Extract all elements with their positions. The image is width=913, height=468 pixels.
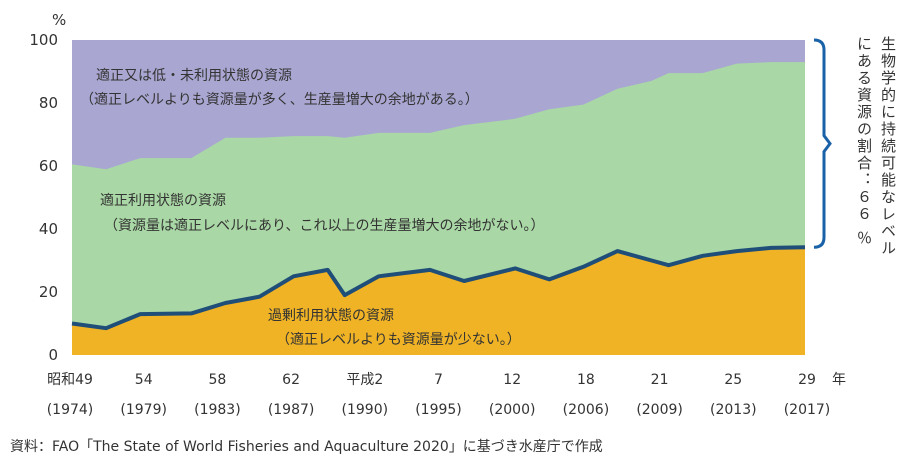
x-tick-year-label: (2009)	[636, 402, 683, 418]
source-note: 資料：FAO「The State of World Fisheries and …	[10, 439, 603, 455]
x-tick-year-label: (1974)	[47, 402, 94, 418]
y-tick-label: 0	[48, 346, 58, 364]
y-tick-label: 60	[39, 157, 58, 175]
x-tick-year-label: (1990)	[342, 402, 389, 418]
y-axis-unit: %	[52, 11, 66, 29]
y-tick-label: 100	[29, 31, 58, 49]
y-tick-label: 80	[39, 94, 58, 112]
overfished-boundary-line	[71, 245, 806, 331]
x-tick-label: 7	[434, 372, 443, 388]
y-tick-label: 20	[39, 283, 58, 301]
y-axis: % 0 20 40 60 80 100	[29, 11, 66, 364]
x-tick-year-label: (2006)	[563, 402, 610, 418]
x-tick-year-label: (2013)	[710, 402, 757, 418]
x-tick-year-label: (1987)	[268, 402, 315, 418]
x-tick-year-label: (2017)	[784, 402, 831, 418]
x-axis-year-unit: 年	[832, 372, 846, 388]
sustainable-bracket	[813, 38, 832, 249]
x-tick-label: 54	[135, 372, 153, 388]
x-tick-year-label: (1983)	[194, 402, 241, 418]
sustainable-note: （資源量は適正レベルにあり、これ以上の生産量増大の余地がない。）	[104, 217, 544, 234]
x-tick-year-label: (2000)	[489, 402, 536, 418]
sustainable-share-label: 生物学的に持続可能なレベルにある資源の割合：６６ ％	[855, 36, 897, 257]
x-axis: 年 昭和49 (1974) 54 (1979) 58 (1983) 62 (1987) 平成2 (…	[47, 372, 846, 418]
sustainable-label: 適正利用状態の資源	[100, 192, 226, 209]
underused-note: （適正レベルよりも資源量が多く、生産量増大の余地がある。）	[80, 91, 479, 108]
x-tick-label: 25	[724, 372, 742, 388]
x-tick-label: 18	[577, 372, 595, 388]
x-tick-label: 62	[282, 372, 300, 388]
underused-label: 適正又は低・未利用状態の資源	[96, 67, 292, 84]
x-tick-label: 平成2	[346, 372, 383, 388]
x-tick-label: 21	[651, 372, 669, 388]
area-layer	[71, 40, 806, 355]
x-tick-label: 昭和49	[47, 372, 93, 388]
x-tick-year-label: (1979)	[120, 402, 167, 418]
y-tick-label: 40	[39, 220, 58, 238]
x-tick-label: 29	[798, 372, 816, 388]
series-annotations: 適正又は低・未利用状態の資源 （適正レベルよりも資源量が多く、生産量増大の余地が…	[80, 67, 544, 348]
overfished-note: （適正レベルよりも資源量が少ない。）	[276, 331, 521, 348]
x-tick-label: 12	[503, 372, 521, 388]
overfished-label: 過剰利用状態の資源	[268, 308, 394, 324]
x-tick-year-label: (1995)	[415, 402, 462, 418]
area-overfished	[72, 247, 805, 355]
x-tick-label: 58	[208, 372, 226, 388]
